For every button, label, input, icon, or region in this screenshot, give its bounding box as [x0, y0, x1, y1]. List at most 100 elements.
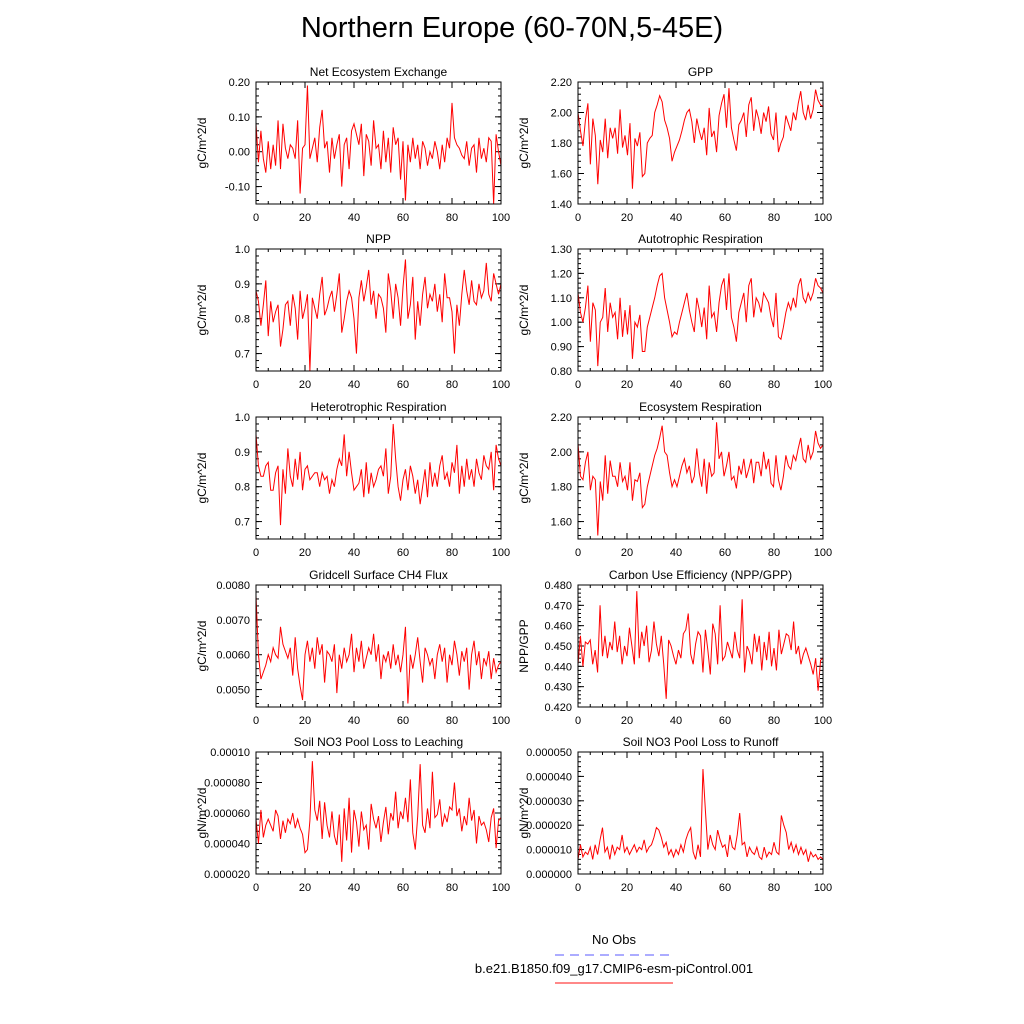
- x-tick-label: 60: [397, 882, 409, 894]
- plot-frame: [577, 248, 824, 372]
- panel-title: Soil NO3 Pool Loss to Runoff: [623, 735, 780, 749]
- y-tick-label: 1.0: [235, 244, 250, 256]
- x-tick-label: 100: [814, 547, 832, 559]
- y-tick-label: 1.20: [551, 268, 572, 280]
- x-tick-label: 100: [492, 379, 510, 391]
- x-tick-label: 60: [719, 715, 731, 727]
- y-tick-label: 0.7: [235, 517, 250, 529]
- y-tick-label: 0.000040: [526, 771, 572, 783]
- page-title: Northern Europe (60-70N,5-45E): [300, 12, 724, 44]
- y-tick-label: 0.10: [229, 112, 250, 124]
- y-tick-label: 0.000040: [204, 839, 250, 851]
- y-tick-label: 1.10: [551, 293, 572, 305]
- series-line: [578, 591, 823, 699]
- y-tick-label: 0.00: [229, 147, 250, 159]
- x-tick-label: 20: [299, 882, 311, 894]
- x-tick-label: 0: [575, 212, 581, 224]
- plot-frame: [255, 751, 502, 875]
- x-tick-label: 0: [253, 547, 259, 559]
- plot-frame: [577, 584, 824, 708]
- x-tick-label: 60: [719, 882, 731, 894]
- panel-7: Carbon Use Efficiency (NPP/GPP) NPP/GPP 0 2…: [517, 568, 832, 727]
- plot-frame: [577, 81, 824, 205]
- series-line: [578, 769, 823, 862]
- y-tick-label: 0.8: [235, 314, 250, 326]
- x-tick-label: 0: [575, 547, 581, 559]
- y-tick-label: 0.480: [544, 580, 572, 592]
- y-tick-label: 0.00010: [210, 747, 250, 759]
- x-tick-label: 100: [814, 379, 832, 391]
- y-tick-label: 0.000010: [526, 845, 572, 857]
- panel-title: Carbon Use Efficiency (NPP/GPP): [609, 568, 792, 582]
- y-tick-label: 0.0060: [216, 650, 250, 662]
- y-axis-label: gC/m^2/d: [195, 453, 209, 504]
- x-tick-label: 40: [670, 715, 682, 727]
- series-line: [256, 595, 501, 704]
- y-tick-label: 0.440: [544, 661, 572, 673]
- plot-frame: [577, 416, 824, 540]
- y-tick-label: 1.40: [551, 199, 572, 211]
- y-tick-label: 0.9: [235, 447, 250, 459]
- x-tick-label: 80: [768, 547, 780, 559]
- panel-6: Gridcell Surface CH4 Flux gC/m^2/d 0 20 40 60…: [195, 568, 510, 727]
- y-tick-label: 0.0080: [216, 580, 250, 592]
- x-tick-label: 80: [446, 715, 458, 727]
- panel-title: GPP: [688, 65, 713, 79]
- panel-8: Soil NO3 Pool Loss to Leaching gN/m^2/d 0 2…: [195, 735, 510, 894]
- panel-3: Autotrophic Respiration gC/m^2/d 0 20 40 60 80…: [517, 232, 832, 391]
- x-tick-label: 20: [621, 379, 633, 391]
- x-tick-label: 100: [492, 547, 510, 559]
- series-line: [256, 423, 501, 526]
- y-axis-label: gC/m^2/d: [195, 285, 209, 336]
- panel-4: Heterotrophic Respiration gC/m^2/d 0 20 40 60…: [195, 400, 510, 559]
- y-tick-label: 0.450: [544, 641, 572, 653]
- x-tick-label: 20: [299, 379, 311, 391]
- panel-9: Soil NO3 Pool Loss to Runoff gN/m^2/d 0 20 4…: [517, 735, 832, 894]
- y-tick-label: 0.20: [229, 77, 250, 89]
- x-tick-label: 40: [670, 882, 682, 894]
- x-tick-label: 20: [299, 547, 311, 559]
- panel-title: Autotrophic Respiration: [638, 232, 763, 246]
- x-tick-label: 40: [348, 212, 360, 224]
- x-tick-label: 60: [397, 212, 409, 224]
- x-tick-label: 0: [575, 882, 581, 894]
- panel-title: NPP: [366, 232, 391, 246]
- panel-title: Net Ecosystem Exchange: [310, 65, 448, 79]
- series-line: [578, 422, 823, 536]
- x-tick-label: 40: [670, 379, 682, 391]
- x-tick-label: 100: [492, 212, 510, 224]
- y-tick-label: -0.10: [225, 182, 250, 194]
- x-tick-label: 20: [299, 212, 311, 224]
- panel-title: Ecosystem Respiration: [639, 400, 762, 414]
- x-tick-label: 40: [348, 882, 360, 894]
- y-tick-label: 0.0050: [216, 685, 250, 697]
- x-tick-label: 100: [492, 882, 510, 894]
- x-tick-label: 100: [814, 882, 832, 894]
- x-tick-label: 60: [719, 547, 731, 559]
- x-tick-label: 80: [446, 882, 458, 894]
- x-tick-label: 100: [814, 212, 832, 224]
- y-tick-label: 0.90: [551, 342, 572, 354]
- panel-title: Heterotrophic Respiration: [310, 400, 446, 414]
- series-line: [256, 259, 501, 371]
- x-tick-label: 0: [575, 715, 581, 727]
- series-line: [578, 88, 823, 189]
- y-tick-label: 1.00: [551, 317, 572, 329]
- y-axis-label: NPP/GPP: [517, 619, 531, 672]
- x-tick-label: 80: [768, 379, 780, 391]
- y-tick-label: 1.80: [551, 138, 572, 150]
- y-tick-label: 1.80: [551, 482, 572, 494]
- x-tick-label: 20: [621, 547, 633, 559]
- y-axis-label: gN/m^2/d: [195, 788, 209, 839]
- plot-frame: [577, 751, 824, 875]
- panel-0: Net Ecosystem Exchange gC/m^2/d 0 20 40 60 80 1…: [195, 65, 510, 224]
- series-line: [256, 761, 501, 862]
- x-tick-label: 20: [621, 212, 633, 224]
- x-tick-label: 80: [768, 882, 780, 894]
- x-tick-label: 80: [446, 379, 458, 391]
- x-tick-label: 60: [397, 547, 409, 559]
- x-tick-label: 40: [670, 547, 682, 559]
- y-axis-label: gC/m^2/d: [195, 118, 209, 169]
- y-tick-label: 0.000020: [204, 869, 250, 881]
